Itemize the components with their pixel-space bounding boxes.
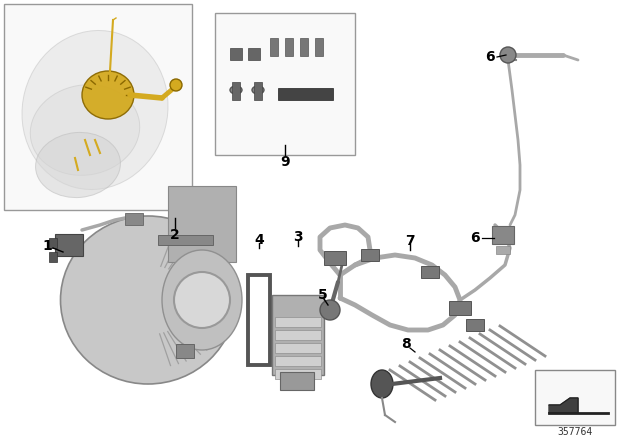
Text: 1: 1 (42, 239, 52, 253)
Ellipse shape (252, 86, 264, 94)
Circle shape (500, 47, 516, 63)
Bar (49, 238, 57, 248)
Bar (492, 226, 514, 244)
Circle shape (320, 300, 340, 320)
Bar (270, 38, 278, 56)
Ellipse shape (22, 30, 168, 190)
Bar (230, 48, 242, 60)
Bar (232, 82, 240, 100)
Bar (215, 13, 355, 155)
Ellipse shape (230, 86, 242, 94)
Bar (275, 317, 321, 327)
Bar (4, 4, 192, 210)
Text: 3: 3 (293, 230, 303, 244)
Bar (278, 88, 333, 100)
Bar (275, 330, 321, 340)
Text: 357764: 357764 (557, 427, 593, 437)
Bar (275, 356, 321, 366)
Text: 4: 4 (254, 233, 264, 247)
Bar (254, 82, 262, 100)
Text: 8: 8 (401, 337, 411, 351)
Bar (168, 186, 236, 262)
Bar (49, 252, 57, 262)
Bar (125, 213, 143, 225)
Circle shape (170, 79, 182, 91)
Bar (496, 246, 510, 254)
Text: 7: 7 (405, 234, 415, 248)
Bar (275, 343, 321, 353)
Text: 5: 5 (318, 288, 328, 302)
Text: 2: 2 (170, 228, 180, 242)
Bar (315, 38, 323, 56)
Bar (421, 266, 439, 278)
Text: 6: 6 (470, 231, 480, 245)
Bar (272, 295, 324, 375)
Bar (280, 372, 314, 390)
Bar (466, 319, 484, 331)
Ellipse shape (61, 216, 236, 384)
Bar (324, 251, 346, 265)
Bar (300, 38, 308, 56)
Bar (285, 38, 293, 56)
Ellipse shape (371, 370, 393, 398)
Ellipse shape (82, 71, 134, 119)
Bar (158, 235, 213, 245)
Ellipse shape (30, 85, 140, 175)
Bar (449, 301, 471, 315)
Bar (275, 369, 321, 379)
Bar (361, 249, 379, 261)
Bar (176, 344, 194, 358)
Bar (55, 234, 83, 256)
Bar (535, 370, 615, 425)
Text: 9: 9 (280, 155, 290, 169)
Ellipse shape (36, 133, 120, 198)
Text: 6: 6 (485, 50, 495, 64)
Circle shape (174, 272, 230, 328)
Polygon shape (549, 398, 578, 413)
Ellipse shape (162, 250, 242, 350)
Bar (248, 275, 270, 365)
Bar (248, 48, 260, 60)
